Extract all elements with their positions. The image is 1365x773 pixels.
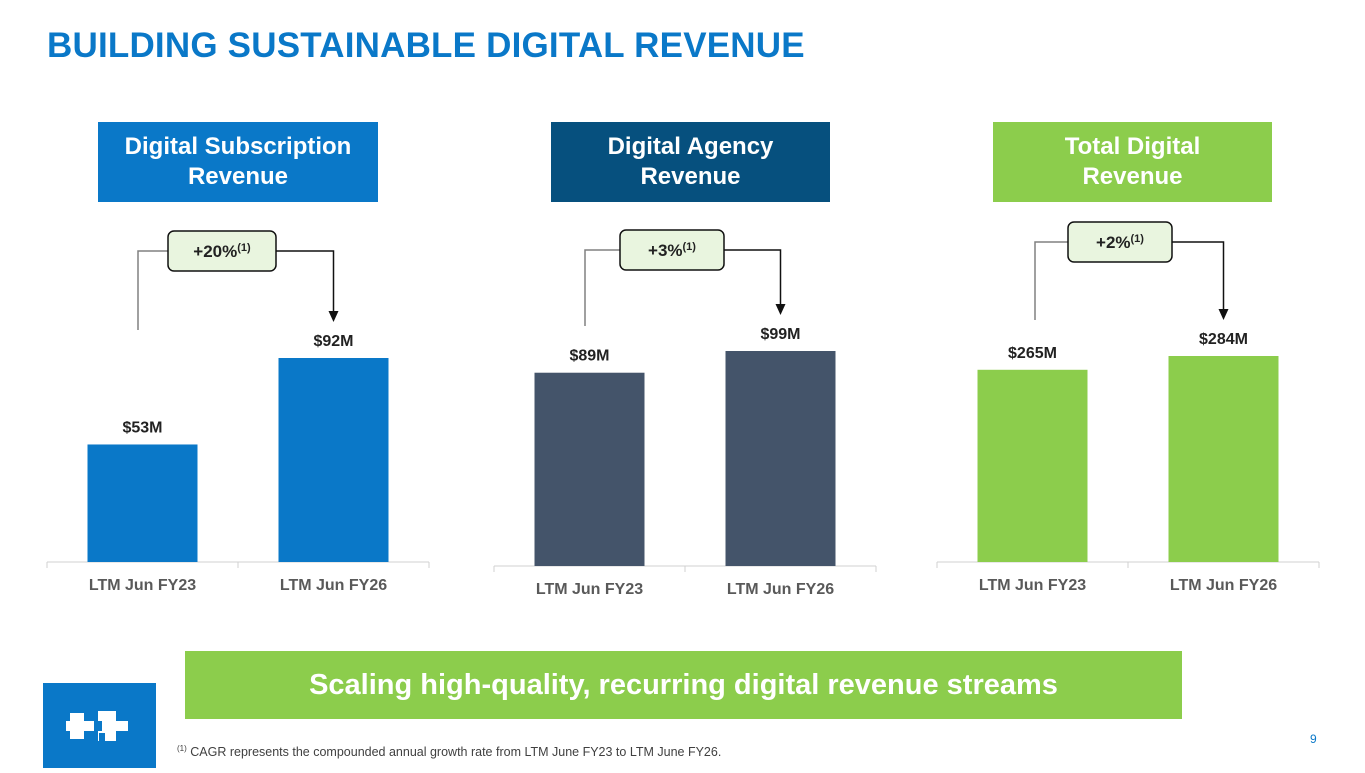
page-number: 9: [1310, 732, 1317, 746]
growth-callout: [619, 229, 725, 271]
bar-2: [278, 358, 389, 562]
bar-1: [977, 369, 1088, 562]
category-label: LTM Jun FY23: [979, 577, 1086, 594]
growth-connector-left: [1034, 241, 1068, 320]
growth-label: +2%(1): [1096, 233, 1144, 252]
bar-2: [725, 351, 836, 566]
growth-connector-right: [1172, 241, 1225, 310]
category-label: LTM Jun FY26: [727, 581, 834, 598]
footnote-text: CAGR represents the compounded annual gr…: [186, 745, 722, 760]
growth-callout: [167, 230, 277, 272]
category-label: LTM Jun FY26: [1170, 577, 1277, 594]
growth-label: +20%(1): [193, 242, 251, 261]
bar-1: [534, 372, 645, 566]
header-line-2: Revenue: [1082, 163, 1183, 190]
growth-connector-right: [724, 249, 782, 305]
growth-label: +3%(1): [648, 241, 696, 260]
logo-mark-icon: [66, 711, 128, 743]
charts-canvas: $53M LTM Jun FY23 $92M LTM Jun FY26 +20%(1) $…: [46, 221, 1320, 598]
arrow-head-icon: [328, 311, 339, 322]
footnote: (1) CAGR represents the compounded annua…: [177, 744, 721, 759]
summary-banner: Scaling high-quality, recurring digital …: [185, 651, 1182, 719]
header-digital-agency: Digital Agency Revenue: [551, 122, 830, 202]
header-line-1: Total Digital: [1064, 133, 1201, 160]
arrow-head-icon: [775, 304, 786, 315]
data-label: $89M: [569, 348, 609, 365]
footnote-marker: (1): [177, 744, 187, 753]
data-label: $265M: [1008, 345, 1057, 362]
header-line-1: Digital Agency: [607, 133, 774, 160]
data-label: $53M: [122, 419, 162, 436]
bar-1: [87, 444, 198, 562]
header-total-digital: Total Digital Revenue: [993, 122, 1272, 202]
growth-connector-left: [137, 250, 168, 330]
page-title: BUILDING SUSTAINABLE DIGITAL REVENUE: [47, 26, 805, 65]
data-label: $99M: [760, 326, 800, 343]
header-line-2: Revenue: [187, 163, 289, 190]
header-line-2: Revenue: [640, 163, 741, 190]
header-line-1: Digital Subscription: [124, 133, 352, 160]
header-digital-subscription: Digital Subscription Revenue: [98, 122, 378, 202]
category-label: LTM Jun FY26: [280, 577, 387, 594]
company-logo: [43, 683, 156, 768]
category-label: LTM Jun FY23: [536, 581, 643, 598]
data-label: $284M: [1199, 331, 1248, 348]
data-label: $92M: [313, 333, 353, 350]
bar-2: [1168, 356, 1279, 562]
arrow-head-icon: [1218, 309, 1229, 320]
growth-callout: [1067, 221, 1173, 263]
growth-connector-left: [584, 249, 620, 326]
growth-connector-right: [276, 250, 335, 312]
category-label: LTM Jun FY23: [89, 577, 196, 594]
